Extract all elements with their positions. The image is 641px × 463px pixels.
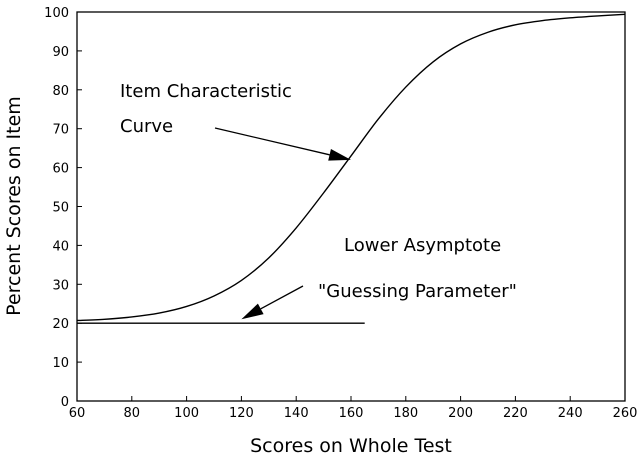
y-tick-label: 100 — [44, 6, 69, 21]
y-tick-label: 10 — [52, 356, 69, 371]
plot-frame — [76, 11, 626, 402]
icc-arrow-head — [328, 148, 351, 161]
x-tick-label: 60 — [69, 406, 86, 421]
x-tick-label: 220 — [503, 406, 528, 421]
x-tick-label: 200 — [448, 406, 473, 421]
x-tick-label: 240 — [558, 406, 583, 421]
y-tick-label: 30 — [52, 278, 69, 293]
y-tick-label: 70 — [52, 123, 69, 138]
x-tick-label: 80 — [124, 406, 141, 421]
chart-lines — [76, 13, 626, 324]
x-tick-label: 140 — [284, 406, 309, 421]
y-tick-label: 90 — [52, 45, 69, 60]
icc-arrow-shaft — [214, 127, 330, 156]
x-tick-label: 120 — [229, 406, 254, 421]
icc-annotation-line-2: Curve — [120, 116, 173, 137]
x-axis-ticks: 60 80 100 120 140 160 180 200 220 240 260 — [69, 396, 638, 421]
asymptote-arrow-head — [241, 303, 264, 320]
asymptote-annotation-line-2: "Guessing Parameter" — [318, 281, 517, 302]
y-tick-label: 40 — [52, 239, 69, 254]
icc-annotation-line-1: Item Characteristic — [120, 81, 292, 102]
x-tick-label: 260 — [613, 406, 638, 421]
y-axis-label: Percent Scores on Item — [3, 96, 25, 316]
y-tick-label: 50 — [52, 201, 69, 216]
icc-curve — [76, 13, 626, 322]
asymptote-arrow-shaft — [260, 285, 304, 310]
y-tick-label: 0 — [61, 395, 69, 410]
annotation-arrows — [214, 127, 351, 320]
x-tick-label: 100 — [174, 406, 199, 421]
y-tick-label: 80 — [52, 84, 69, 99]
x-tick-label: 160 — [339, 406, 364, 421]
asymptote-annotation-line-1: Lower Asymptote — [344, 235, 501, 256]
y-tick-label: 20 — [52, 317, 69, 332]
y-tick-label: 60 — [52, 162, 69, 177]
y-axis-ticks: 0 10 20 30 40 50 60 70 80 90 100 — [44, 6, 82, 410]
x-axis-label: Scores on Whole Test — [250, 435, 452, 457]
x-tick-label: 180 — [393, 406, 418, 421]
